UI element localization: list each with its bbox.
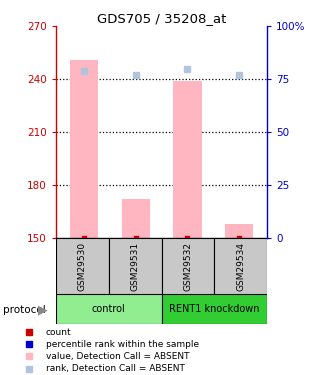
Bar [225,224,253,238]
Bar [109,238,162,294]
Text: rank, Detection Call = ABSENT: rank, Detection Call = ABSENT [46,364,185,373]
Title: GDS705 / 35208_at: GDS705 / 35208_at [97,12,226,25]
Text: GSM29534: GSM29534 [236,242,245,291]
Bar [56,294,162,324]
Bar [70,60,99,238]
Text: count: count [46,328,71,337]
Bar [56,238,109,294]
Text: value, Detection Call = ABSENT: value, Detection Call = ABSENT [46,352,189,361]
Text: GSM29531: GSM29531 [131,242,140,291]
Text: GSM29532: GSM29532 [183,242,193,291]
Bar [122,199,150,238]
Text: ▶: ▶ [38,304,48,316]
Text: control: control [92,304,126,314]
Text: GSM29530: GSM29530 [78,242,87,291]
Bar [162,238,214,294]
Text: RENT1 knockdown: RENT1 knockdown [169,304,260,314]
Bar [214,238,267,294]
Text: percentile rank within the sample: percentile rank within the sample [46,340,199,349]
Bar [162,294,267,324]
Bar [173,81,202,238]
Text: protocol: protocol [3,305,46,315]
